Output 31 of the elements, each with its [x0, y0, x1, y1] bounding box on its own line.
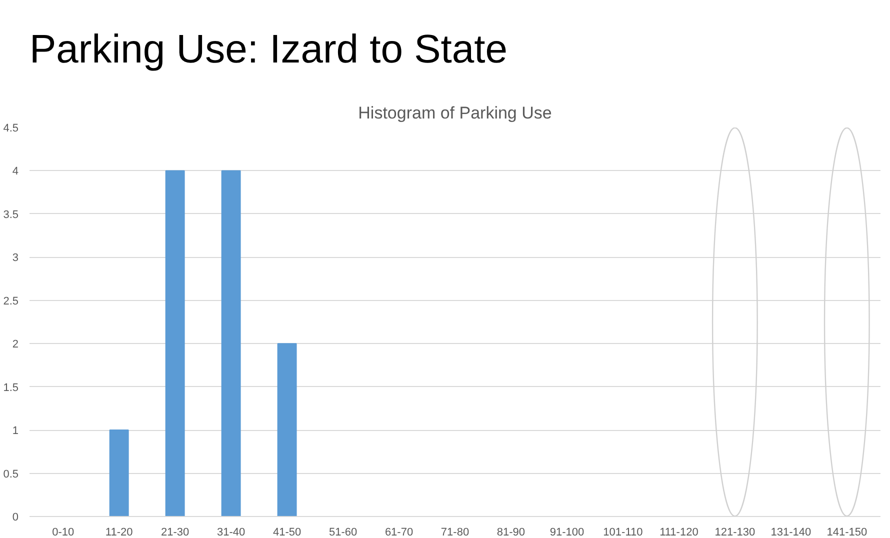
chart-title: Parking Use: Izard to State — [30, 28, 508, 72]
bar — [109, 430, 129, 516]
y-tick-label: 0 — [12, 512, 19, 524]
y-tick-label: 1 — [12, 425, 19, 438]
bar — [165, 170, 185, 516]
x-tick-label: 41-50 — [272, 526, 302, 538]
x-tick-label: 31-40 — [216, 526, 246, 538]
x-tick-label: 111-120 — [660, 526, 698, 538]
x-tick-label: 131-140 — [770, 526, 812, 538]
bar — [221, 170, 241, 516]
y-tick-label: 0.5 — [3, 468, 19, 480]
x-tick-label: 91-100 — [550, 526, 584, 538]
x-tick-label: 61-70 — [384, 526, 414, 538]
x-tick-label: 0-10 — [52, 526, 74, 538]
x-tick-label: 141-150 — [826, 526, 868, 538]
y-tick-label: 2.5 — [3, 295, 19, 308]
chart-subtitle: Histogram of Parking Use — [358, 104, 552, 122]
y-tick-label: 3 — [12, 252, 19, 264]
y-tick-label: 1.5 — [3, 382, 19, 394]
x-tick-label: 81-90 — [496, 526, 526, 538]
x-tick-label: 121-130 — [714, 526, 756, 538]
y-tick-label: 4 — [12, 166, 19, 178]
x-tick-label: 71-80 — [440, 526, 470, 538]
x-tick-label: 21-30 — [161, 526, 190, 538]
x-tick-label: 101-110 — [603, 526, 643, 538]
y-tick-label: 2 — [12, 338, 19, 351]
x-tick-label: 51-60 — [328, 526, 358, 538]
y-tick-label: 4.5 — [3, 122, 19, 134]
y-tick-label: 3.5 — [3, 208, 19, 221]
bar — [277, 343, 297, 516]
x-tick-label: 11-20 — [105, 526, 133, 538]
